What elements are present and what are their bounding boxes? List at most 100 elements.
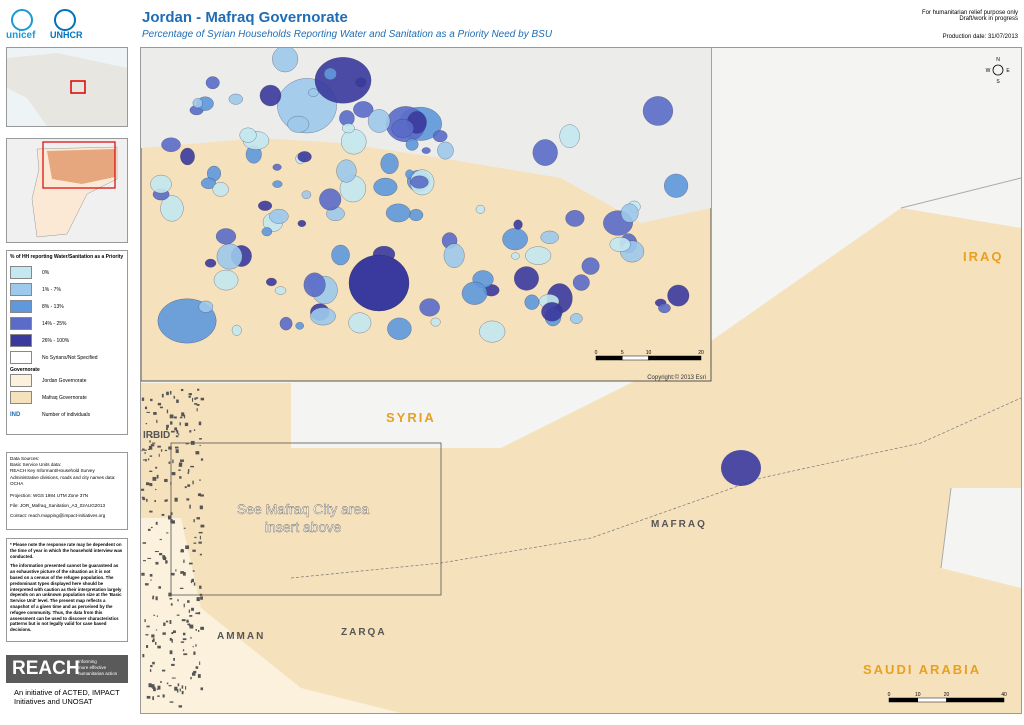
urban-block [168, 685, 172, 687]
urban-block [193, 519, 195, 523]
urban-block [182, 638, 187, 641]
urban-block [183, 603, 185, 608]
urban-block [189, 430, 192, 433]
urban-block [198, 629, 200, 632]
bsu-area [475, 204, 486, 214]
bsu-area [180, 147, 195, 166]
urban-block [153, 614, 156, 616]
urban-block [177, 599, 179, 602]
bsu-area [216, 243, 243, 270]
legend-label: 14% - 25% [42, 321, 67, 327]
bsu-area [308, 88, 319, 97]
insert-note: insert above [265, 519, 341, 535]
bsu-area [721, 450, 761, 486]
urban-block [153, 412, 157, 415]
urban-block [199, 438, 202, 440]
subtitle: Percentage of Syrian Households Reportin… [142, 29, 553, 40]
legend-items: 0% 1% - 7% 8% - 13% 14% - 25% 26% - 100% No S… [10, 265, 124, 367]
legend-item: Jordan Governorate [10, 373, 124, 390]
urban-block [184, 486, 187, 489]
compass-letter: N [996, 57, 1000, 63]
urban-block [200, 458, 204, 461]
urban-block [146, 411, 150, 413]
bsu-area [461, 281, 488, 305]
urban-block [150, 684, 155, 688]
bsu-area [239, 127, 257, 143]
urban-block [189, 615, 193, 617]
urban-block [179, 476, 182, 479]
urban-block [159, 406, 163, 409]
urban-block [142, 448, 145, 451]
initiative: An initiative of ACTED, IMPACT Initiative… [14, 688, 120, 706]
urban-block [152, 476, 157, 481]
urban-block [196, 408, 198, 412]
urban-block [187, 484, 191, 487]
urban-block [186, 619, 189, 623]
bsu-area [421, 147, 431, 154]
bsu-area [437, 141, 454, 160]
urban-block [166, 391, 169, 396]
bsu-area [514, 266, 539, 291]
legend-label: 0% [42, 270, 50, 276]
bsu-area [274, 286, 287, 295]
legend-ind: IND Number of individuals [10, 407, 124, 424]
legend-item: 8% - 13% [10, 299, 124, 316]
urban-block [174, 497, 178, 502]
reach-text: REACH [12, 658, 80, 679]
urban-block [192, 480, 194, 485]
scale-segment [888, 697, 918, 703]
urban-block [194, 403, 198, 405]
city-inset [141, 48, 712, 596]
source-line: Data Sources: [10, 456, 40, 461]
urban-block [181, 685, 184, 689]
urban-block [197, 388, 200, 391]
urban-block [146, 645, 149, 648]
bsu-area [540, 230, 559, 244]
urban-block [180, 550, 185, 553]
urban-block [147, 458, 150, 461]
legend-item: Mafraq Governorate [10, 390, 124, 407]
urban-block [155, 596, 158, 601]
urban-block [180, 571, 185, 574]
urban-block [157, 685, 161, 690]
urban-block [176, 614, 180, 616]
urban-block [144, 452, 146, 454]
urban-block [175, 569, 177, 572]
urban-block [157, 645, 161, 649]
urban-block [148, 445, 153, 450]
legend-label: 26% - 100% [42, 338, 70, 344]
source-line: File: JOR_Mafraq_Sanitation_A3_02AUG2013 [10, 503, 105, 509]
urban-block [174, 686, 178, 691]
overview-svg [7, 53, 127, 126]
urban-block [151, 442, 156, 444]
urban-block [150, 526, 153, 529]
urban-block [157, 695, 160, 697]
urban-block [173, 657, 175, 661]
bsu-area [336, 159, 357, 183]
compass-letter: W [986, 68, 991, 74]
urban-block [146, 625, 150, 628]
legend-swatch [10, 391, 32, 405]
urban-block [150, 444, 155, 447]
urban-block [179, 416, 183, 419]
scale-label: 0 [888, 692, 891, 698]
urban-block [157, 402, 162, 406]
bsu-area [443, 243, 465, 268]
urban-block [183, 653, 188, 656]
urban-block [163, 622, 166, 626]
ind-label: Number of individuals [42, 412, 91, 418]
bsu-area [160, 195, 184, 222]
urban-block [149, 455, 153, 457]
bsu-area [342, 123, 355, 134]
urban-block [152, 638, 155, 642]
urban-block [180, 388, 184, 392]
urban-block [148, 683, 152, 688]
urban-block [171, 663, 175, 666]
urban-block [152, 686, 156, 689]
legend-item: 0% [10, 265, 124, 282]
urban-block [172, 459, 174, 464]
urban-block [196, 597, 200, 602]
urban-block [155, 466, 158, 469]
insert-extent [170, 442, 442, 596]
